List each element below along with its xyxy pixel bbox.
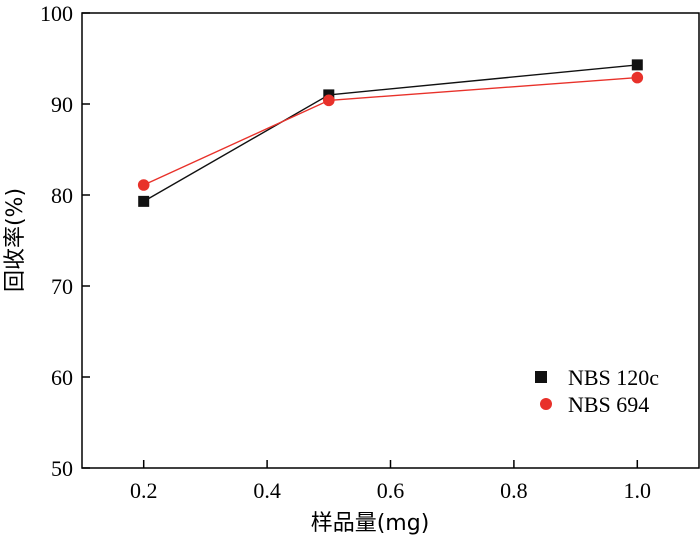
series-line-0 bbox=[143, 64, 638, 203]
data-point-circle bbox=[631, 71, 644, 84]
x-tick-label: 0.8 bbox=[500, 478, 528, 503]
legend-marker-circle bbox=[540, 398, 552, 410]
legend-label: NBS 120c bbox=[568, 365, 659, 390]
y-tick-label: 60 bbox=[51, 365, 73, 390]
y-axis-ticks: 50 60 70 80 90 100 bbox=[40, 1, 90, 481]
y-tick-label: 70 bbox=[51, 274, 73, 299]
series-line-1 bbox=[143, 76, 638, 186]
y-tick-label: 90 bbox=[51, 92, 73, 117]
y-tick-label: 80 bbox=[51, 183, 73, 208]
data-point-square bbox=[631, 59, 643, 71]
y-tick-label: 100 bbox=[40, 1, 73, 26]
y-axis-title: 回收率(%) bbox=[3, 188, 28, 292]
data-point-square bbox=[138, 195, 150, 207]
legend-marker-square bbox=[535, 371, 547, 383]
data-point-circle bbox=[137, 179, 150, 191]
x-tick-label: 0.2 bbox=[130, 478, 158, 503]
x-tick-label: 1.0 bbox=[624, 478, 652, 503]
y-tick-label: 50 bbox=[51, 456, 73, 481]
x-tick-label: 0.4 bbox=[253, 478, 281, 503]
x-axis-title: 样品量(mg) bbox=[311, 511, 430, 536]
data-point-circle bbox=[323, 94, 335, 107]
x-tick-label: 0.6 bbox=[377, 478, 405, 503]
series-layer bbox=[137, 59, 644, 207]
legend-label: NBS 694 bbox=[568, 392, 649, 417]
x-axis-ticks: 0.2 0.4 0.6 0.8 1.0 bbox=[130, 460, 651, 503]
